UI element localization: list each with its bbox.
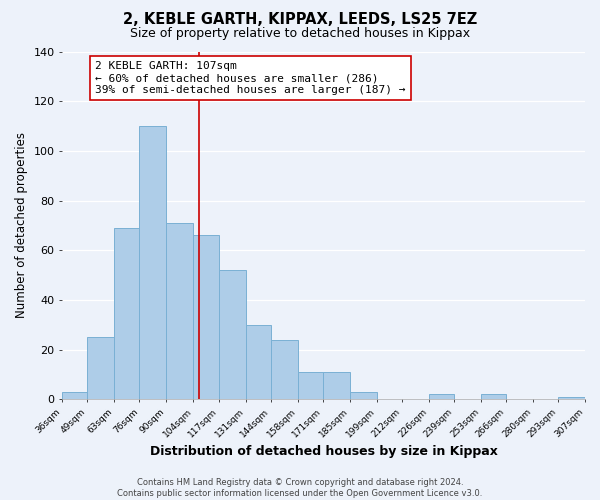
Bar [115,228,139,399]
Bar [298,372,323,399]
Bar [62,392,88,399]
Bar [558,396,585,399]
Text: 2, KEBLE GARTH, KIPPAX, LEEDS, LS25 7EZ: 2, KEBLE GARTH, KIPPAX, LEEDS, LS25 7EZ [123,12,477,28]
Bar [481,394,506,399]
Bar [429,394,454,399]
Bar [271,340,298,399]
Bar [218,270,245,399]
Bar [323,372,350,399]
Bar [166,223,193,399]
Bar [88,337,115,399]
Bar [193,236,218,399]
Bar [139,126,166,399]
X-axis label: Distribution of detached houses by size in Kippax: Distribution of detached houses by size … [150,444,497,458]
Bar [350,392,377,399]
Text: Contains HM Land Registry data © Crown copyright and database right 2024.
Contai: Contains HM Land Registry data © Crown c… [118,478,482,498]
Bar [245,324,271,399]
Text: Size of property relative to detached houses in Kippax: Size of property relative to detached ho… [130,28,470,40]
Text: 2 KEBLE GARTH: 107sqm
← 60% of detached houses are smaller (286)
39% of semi-det: 2 KEBLE GARTH: 107sqm ← 60% of detached … [95,62,406,94]
Y-axis label: Number of detached properties: Number of detached properties [15,132,28,318]
